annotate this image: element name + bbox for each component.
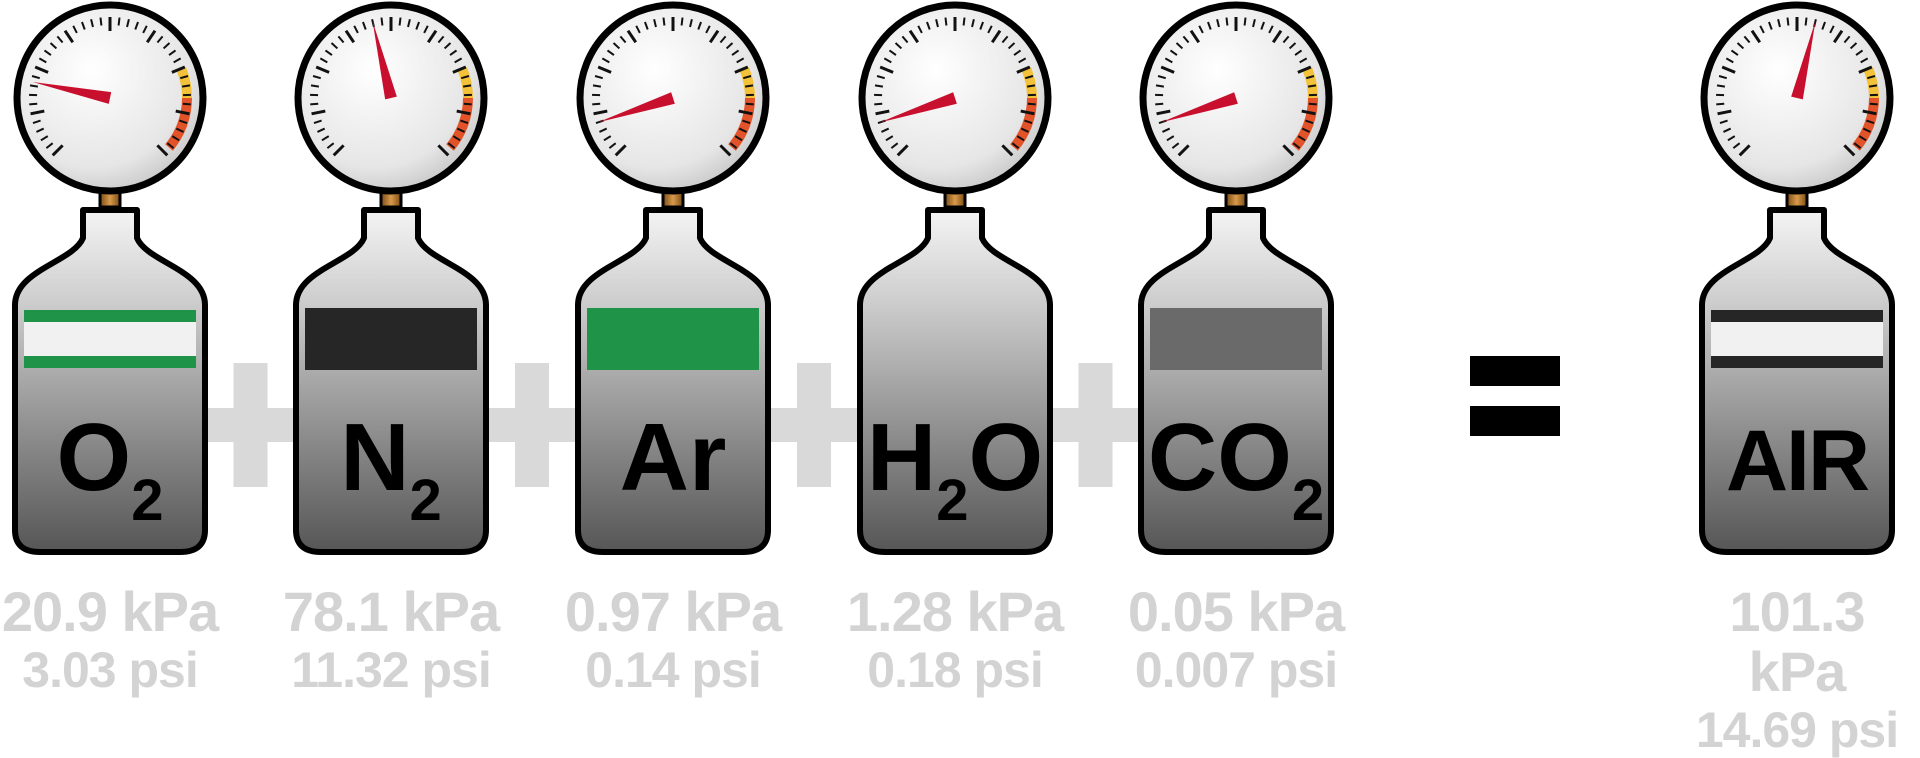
tank-label-ar: Ar: [620, 404, 727, 511]
gas-tank-ar: Ar: [578, 5, 768, 552]
tank-label-air: AIR: [1726, 413, 1869, 509]
pressure-kpa: 0.97 kPa: [558, 582, 788, 642]
gas-tank-n2: N2: [296, 5, 486, 552]
gas-tank-o2: O2: [15, 5, 205, 552]
tank-band: [305, 308, 477, 370]
equals-sign-bars: =: [1470, 356, 1560, 436]
tank-band: [1150, 308, 1322, 370]
pressure-kpa: 101.3 kPa: [1682, 582, 1912, 702]
pressure-psi: 3.03 psi: [0, 642, 225, 698]
gas-tank-co2: CO2: [1141, 5, 1331, 552]
pressure-kpa: 20.9 kPa: [0, 582, 225, 642]
pressure-psi: 0.14 psi: [558, 642, 788, 698]
tank-band: [587, 308, 759, 370]
pressure-kpa: 0.05 kPa: [1121, 582, 1351, 642]
pressure-gauge-co2: [1143, 5, 1329, 191]
svg-text:=: =: [1515, 399, 1516, 401]
equals-sign: =: [1470, 356, 1560, 436]
tank-band-stripe: [1711, 310, 1883, 322]
pressure-gauge-o2: [17, 5, 203, 191]
pressure-kpa: 1.28 kPa: [840, 582, 1070, 642]
pressure-gauge-ar: [580, 5, 766, 191]
pressure-kpa: 78.1 kPa: [276, 582, 506, 642]
gas-tank-air: AIR: [1702, 5, 1892, 552]
pressure-psi: 11.32 psi: [276, 642, 506, 698]
pressure-psi: 14.69 psi: [1682, 702, 1912, 758]
gas-tank-h2o: H2O: [860, 5, 1050, 552]
pressure-gauge-h2o: [862, 5, 1048, 191]
pressure-psi: 0.007 psi: [1121, 642, 1351, 698]
pressure-gauge-n2: [298, 5, 484, 191]
pressure-gauge-air: [1704, 5, 1890, 191]
tank-band-stripe: [1711, 356, 1883, 368]
tank-band-stripe: [24, 356, 196, 368]
pressure-psi: 0.18 psi: [840, 642, 1070, 698]
tank-band-stripe: [24, 310, 196, 322]
